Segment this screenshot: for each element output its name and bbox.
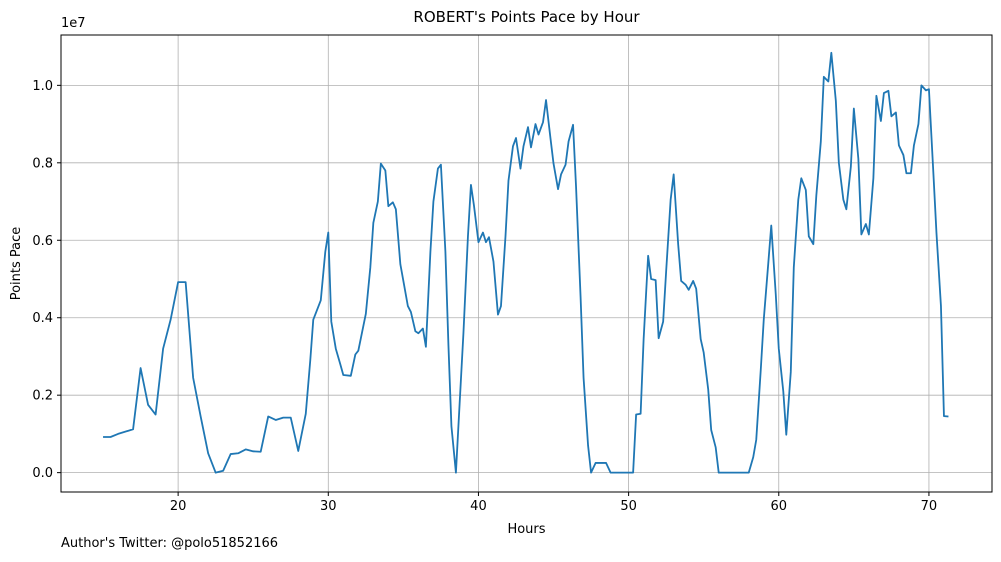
x-tick-label: 20 — [170, 499, 187, 514]
grid-lines — [61, 35, 992, 492]
y-axis-label: Points Pace — [9, 227, 24, 301]
author-credit: Author's Twitter: @polo51852166 — [61, 536, 279, 551]
x-tick-label: 70 — [921, 499, 938, 514]
points-pace-line — [103, 51, 949, 474]
x-tick-label: 60 — [770, 499, 787, 514]
x-axis-label: Hours — [507, 522, 545, 537]
y-axis-ticks: 0.0 0.2 0.4 0.6 0.8 1.0 — [32, 79, 61, 481]
plot-frame — [60, 34, 993, 493]
y-tick-label: 0.4 — [32, 311, 53, 326]
y-tick-label: 0.0 — [32, 466, 53, 481]
y-tick-label: 1.0 — [32, 79, 53, 94]
x-tick-label: 40 — [470, 499, 487, 514]
chart-title: ROBERT's Points Pace by Hour — [413, 8, 640, 26]
y-tick-label: 0.2 — [32, 389, 53, 404]
y-tick-label: 0.6 — [32, 234, 53, 249]
y-axis-offset-label: 1e7 — [61, 16, 86, 31]
y-tick-label: 0.8 — [32, 156, 53, 171]
x-tick-label: 30 — [320, 499, 337, 514]
x-tick-label: 50 — [620, 499, 637, 514]
x-axis-ticks: 20 30 40 50 60 70 — [170, 492, 937, 514]
